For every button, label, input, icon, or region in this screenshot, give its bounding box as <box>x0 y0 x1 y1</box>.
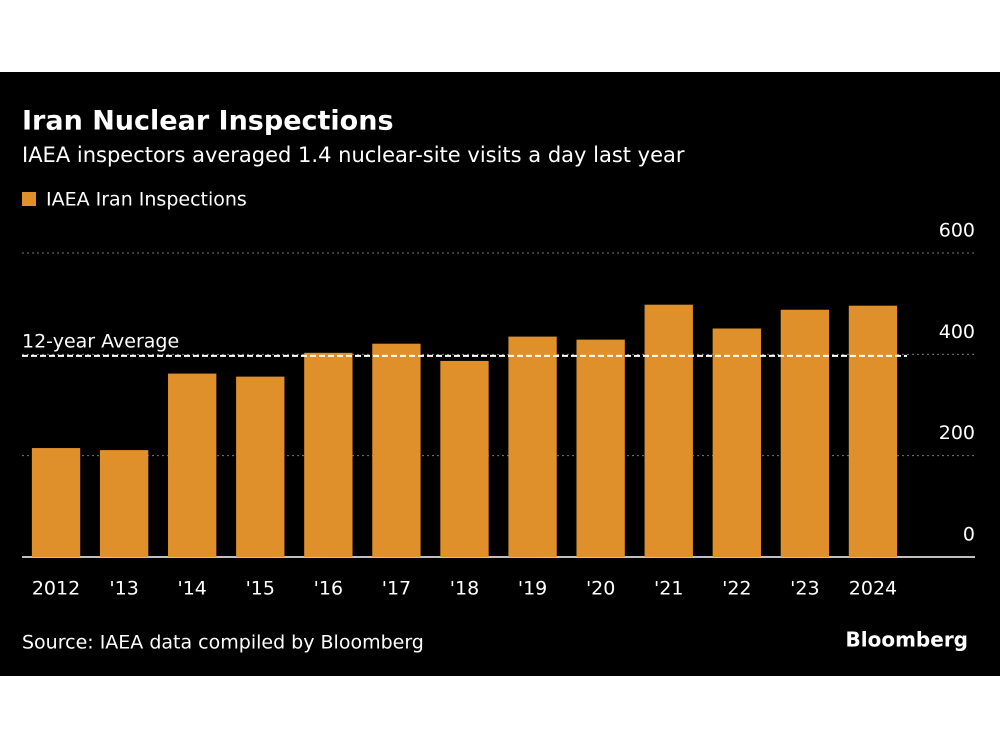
y-tick-label: 600 <box>939 220 975 242</box>
chart-subtitle: IAEA inspectors averaged 1.4 nuclear-sit… <box>22 143 685 167</box>
y-tick-label: 400 <box>939 321 975 343</box>
bar <box>304 352 353 557</box>
bar <box>99 450 149 557</box>
bar <box>508 336 557 557</box>
x-tick-label: '14 <box>177 578 206 600</box>
legend-label: IAEA Iran Inspections <box>46 189 247 211</box>
x-tick-label: '22 <box>722 578 751 600</box>
x-tick-label: '15 <box>246 578 275 600</box>
x-tick-label: '17 <box>382 578 411 600</box>
source: Source: IAEA data compiled by Bloomberg <box>22 632 424 654</box>
x-tick-label: '23 <box>790 578 819 600</box>
y-tick-label: 200 <box>939 422 975 444</box>
bar <box>712 328 761 557</box>
x-tick-label: 2012 <box>32 578 80 600</box>
background <box>0 72 1000 676</box>
x-tick-label: '21 <box>654 578 683 600</box>
legend-swatch <box>22 192 36 206</box>
bar <box>780 309 830 557</box>
bar <box>848 305 898 557</box>
x-tick-label: 2024 <box>849 578 897 600</box>
x-tick-label: '19 <box>518 578 547 600</box>
bar <box>31 448 81 557</box>
bar <box>168 373 217 557</box>
bar <box>372 343 421 557</box>
x-tick-label: '16 <box>314 578 343 600</box>
bar <box>644 304 693 557</box>
logo: Bloomberg <box>846 628 968 652</box>
bar <box>440 360 489 557</box>
x-tick-label: '18 <box>450 578 479 600</box>
y-tick-label: 0 <box>963 524 975 546</box>
average-label: 12-year Average <box>22 330 179 352</box>
chart-title: Iran Nuclear Inspections <box>22 106 394 137</box>
bar <box>576 339 625 557</box>
bar <box>236 376 285 557</box>
x-tick-label: '13 <box>109 578 138 600</box>
x-tick-label: '20 <box>586 578 615 600</box>
